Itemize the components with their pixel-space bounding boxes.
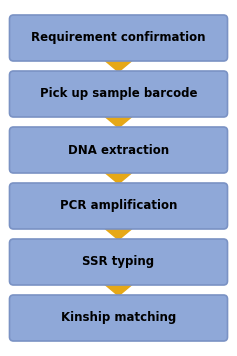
Polygon shape bbox=[105, 284, 132, 296]
FancyBboxPatch shape bbox=[9, 183, 228, 229]
Text: Kinship matching: Kinship matching bbox=[61, 312, 176, 325]
Text: SSR typing: SSR typing bbox=[82, 256, 155, 268]
Polygon shape bbox=[105, 228, 132, 240]
Polygon shape bbox=[105, 116, 132, 128]
Text: Requirement confirmation: Requirement confirmation bbox=[31, 31, 206, 44]
FancyBboxPatch shape bbox=[9, 295, 228, 341]
Text: PCR amplification: PCR amplification bbox=[60, 199, 177, 213]
Polygon shape bbox=[105, 172, 132, 184]
Polygon shape bbox=[105, 60, 132, 72]
Text: DNA extraction: DNA extraction bbox=[68, 143, 169, 157]
FancyBboxPatch shape bbox=[9, 127, 228, 173]
FancyBboxPatch shape bbox=[9, 71, 228, 117]
FancyBboxPatch shape bbox=[9, 239, 228, 285]
Text: Pick up sample barcode: Pick up sample barcode bbox=[40, 88, 197, 100]
FancyBboxPatch shape bbox=[9, 15, 228, 61]
